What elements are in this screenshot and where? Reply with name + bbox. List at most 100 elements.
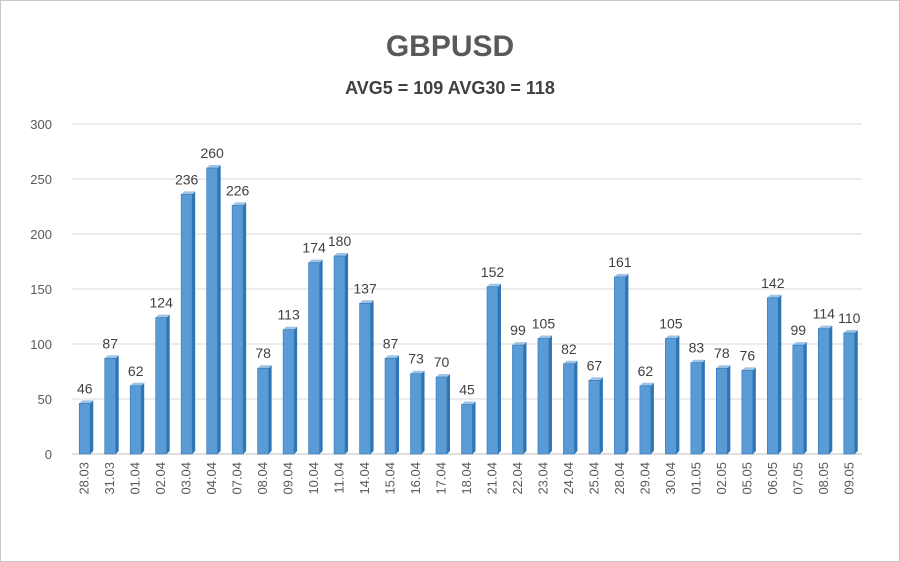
- data-label: 99: [510, 322, 526, 338]
- bar: [665, 335, 680, 455]
- bar: [384, 355, 400, 455]
- x-tick-label: 29.04: [637, 462, 652, 495]
- x-tick-label: 23.04: [535, 462, 550, 495]
- bar: [741, 367, 756, 455]
- data-label: 82: [561, 341, 577, 357]
- bar: [537, 335, 552, 455]
- x-tick-label: 18.04: [459, 462, 474, 495]
- bar: [843, 330, 858, 455]
- data-label: 78: [255, 345, 271, 361]
- bar: [180, 191, 196, 455]
- x-tick-label: 22.04: [510, 462, 525, 495]
- x-tick-label: 06.05: [765, 462, 780, 495]
- y-tick-label: 150: [30, 282, 52, 297]
- bar: [129, 382, 145, 455]
- data-label: 110: [838, 310, 861, 326]
- bar: [308, 259, 323, 455]
- x-tick-label: 01.05: [688, 462, 703, 495]
- x-tick-label: 17.04: [434, 462, 449, 495]
- data-label: 105: [532, 316, 556, 332]
- bar: [435, 374, 451, 455]
- data-label: 114: [813, 306, 836, 322]
- bar: [690, 359, 705, 455]
- x-tick-label: 16.04: [408, 462, 423, 495]
- data-label: 137: [353, 280, 377, 296]
- data-label: 62: [638, 363, 654, 379]
- x-tick-label: 24.04: [561, 462, 576, 495]
- data-label: 87: [102, 335, 118, 351]
- bar: [410, 370, 425, 455]
- bar: [817, 325, 833, 455]
- data-label: 70: [434, 354, 450, 370]
- data-label: 124: [150, 295, 174, 311]
- y-tick-label: 100: [30, 337, 52, 352]
- data-label: 99: [791, 322, 807, 338]
- data-label: 78: [714, 345, 730, 361]
- bar: [257, 365, 272, 455]
- bar: [639, 382, 654, 455]
- y-tick-label: 200: [30, 227, 52, 242]
- x-tick-label: 08.04: [255, 462, 270, 495]
- data-label: 83: [689, 340, 705, 356]
- data-label: 62: [128, 363, 144, 379]
- x-tick-label: 11.04: [332, 462, 347, 494]
- bar: [486, 283, 501, 455]
- bars: [78, 165, 858, 455]
- x-tick-label: 21.04: [484, 462, 499, 495]
- data-label: 226: [226, 182, 250, 198]
- data-label: 161: [608, 254, 632, 270]
- chart-title: GBPUSD: [385, 30, 515, 63]
- x-tick-label: 28.04: [612, 462, 627, 495]
- x-tick-label: 28.03: [77, 462, 92, 495]
- bar: [231, 202, 247, 455]
- x-tick-label: 25.04: [586, 462, 601, 495]
- bar: [333, 253, 349, 455]
- x-tick-label: 02.05: [714, 462, 729, 495]
- y-tick-label: 300: [30, 117, 52, 132]
- chart-subtitle: AVG5 = 109 AVG30 = 118: [345, 78, 555, 98]
- y-tick-label: 250: [30, 172, 52, 187]
- bar: [78, 400, 94, 455]
- x-tick-label: 30.04: [663, 462, 678, 495]
- bar: [206, 165, 221, 455]
- data-label: 105: [659, 316, 683, 332]
- data-label: 46: [77, 380, 93, 396]
- bar: [614, 273, 629, 455]
- x-axis: 28.03 31.03 01.04 02.04 03.04 04.04 07.04 08.04…: [77, 462, 857, 495]
- data-label: 180: [328, 233, 352, 249]
- x-tick-label: 09.04: [281, 462, 296, 495]
- x-tick-label: 07.04: [230, 462, 245, 495]
- y-axis: 0 50 100 150 200 250 300: [30, 117, 52, 462]
- x-tick-label: 01.04: [128, 462, 143, 495]
- data-label: 260: [200, 145, 224, 161]
- bar: [588, 377, 603, 455]
- x-tick-label: 03.04: [179, 462, 194, 495]
- bar: [512, 342, 527, 455]
- x-tick-label: 31.03: [102, 462, 117, 495]
- bar: [359, 300, 374, 455]
- x-tick-label: 14.04: [357, 462, 372, 495]
- x-tick-label: 15.04: [383, 462, 398, 495]
- data-label: 67: [587, 357, 603, 373]
- data-label: 73: [408, 351, 424, 367]
- bar: [716, 365, 731, 455]
- data-label: 174: [302, 240, 326, 256]
- bar: [563, 360, 578, 455]
- x-tick-label: 09.05: [841, 462, 856, 495]
- data-label: 45: [459, 382, 475, 398]
- data-label: 236: [175, 171, 199, 187]
- x-tick-label: 05.05: [739, 462, 754, 495]
- bar: [461, 401, 476, 455]
- bar: [767, 294, 782, 455]
- x-tick-label: 02.04: [153, 462, 168, 495]
- data-label: 142: [761, 275, 785, 291]
- bar: [792, 342, 807, 455]
- data-label: 152: [481, 264, 505, 280]
- x-tick-label: 10.04: [306, 462, 321, 495]
- x-tick-label: 07.05: [790, 462, 805, 495]
- y-tick-label: 0: [45, 447, 52, 462]
- x-tick-label: 04.04: [204, 462, 219, 495]
